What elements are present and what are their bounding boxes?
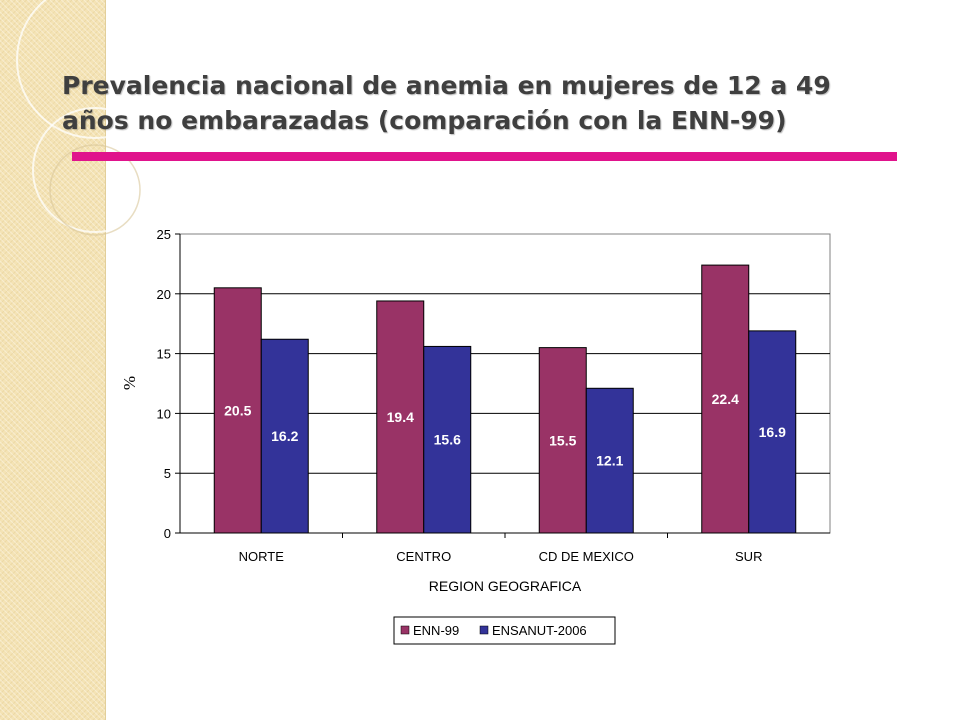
legend-swatch-enn99 [400,625,410,635]
bar-value-label: 15.5 [549,432,576,448]
y-tick-label: 20 [157,287,171,302]
decorative-circles [16,0,160,236]
y-tick-label: 0 [164,526,171,541]
bar-value-label: 15.6 [434,432,461,448]
bar-value-label: 20.5 [224,402,251,418]
legend-box [393,616,616,645]
legend-label-enn99: ENN-99 [413,623,459,638]
bar-value-label: 22.4 [712,391,739,407]
x-tick-label: CENTRO [396,549,451,564]
legend-swatch-ensanut2006 [479,625,489,635]
title-underline [72,152,897,161]
chart-legend: ENN-99 ENSANUT-2006 [393,616,616,645]
legend-label-ensanut2006: ENSANUT-2006 [492,623,587,638]
bar-value-label: 16.9 [759,424,786,440]
bar-value-label: 16.2 [271,428,298,444]
slide-title: Prevalencia nacional de anemia en mujere… [62,71,831,135]
bar-value-label: 12.1 [596,453,623,469]
x-tick-label: NORTE [239,549,285,564]
bar-enn99 [701,264,750,534]
bar-ensanut2006 [423,345,472,534]
y-tick-label: 15 [157,347,171,362]
y-axis-label: % [120,376,139,390]
decorative-sidebar [0,0,106,720]
bar-ensanut2006 [260,338,309,534]
y-tick-label: 5 [164,466,171,481]
bar-ensanut2006 [585,387,634,534]
bar-enn99 [376,300,425,534]
x-tick-label: CD DE MEXICO [539,549,634,564]
bar-ensanut2006 [748,330,797,534]
bar-value-label: 19.4 [387,409,414,425]
x-tick-label: SUR [735,549,762,564]
y-tick-label: 25 [157,227,171,242]
x-axis-label: REGION GEOGRAFICA [429,578,582,594]
y-tick-label: 10 [157,406,171,421]
